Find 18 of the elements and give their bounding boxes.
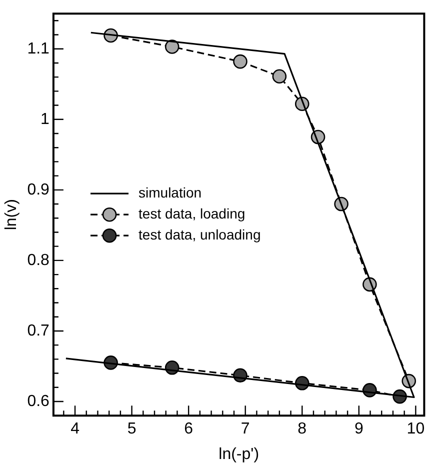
x-tick-label: 4 bbox=[70, 420, 80, 438]
y-tick-label: 0.6 bbox=[27, 392, 50, 410]
x-tick-label: 8 bbox=[298, 420, 307, 438]
y-tick-label: 0.9 bbox=[27, 181, 50, 198]
x-tick-label: 5 bbox=[127, 420, 136, 438]
y-tick-label: 1.1 bbox=[27, 40, 50, 58]
x-tick-label: 7 bbox=[240, 420, 250, 438]
y-tick-label: 0.7 bbox=[27, 322, 50, 340]
x-axis-title: ln(-p') bbox=[218, 446, 260, 463]
y-tick-label: 1 bbox=[40, 110, 50, 128]
x-tick-label: 10 bbox=[406, 420, 425, 438]
legend-label: test data, unloading bbox=[138, 226, 261, 242]
legend-label: simulation bbox=[138, 184, 202, 200]
y-axis-title: ln(v) bbox=[3, 199, 20, 230]
legend-label: test data, loading bbox=[138, 205, 246, 222]
x-tick-label: 6 bbox=[184, 420, 194, 438]
x-tick-label: 9 bbox=[354, 420, 364, 438]
y-tick-label: 0.8 bbox=[27, 252, 50, 269]
